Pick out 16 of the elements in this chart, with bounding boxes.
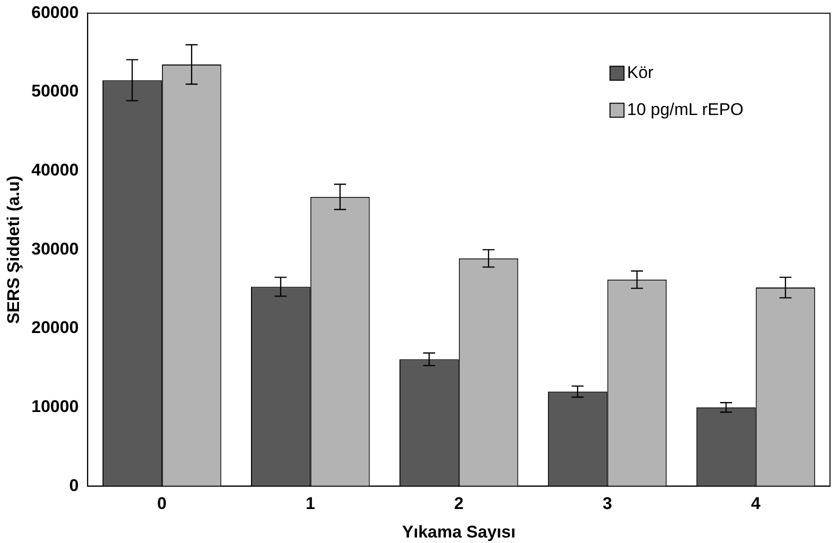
y-tick-label: 50000 [31,82,79,101]
y-tick-label: 20000 [31,318,79,338]
y-tick-label: 40000 [31,160,79,180]
x-axis-title: Yıkama Sayısı [402,522,516,542]
legend-label: Kör [627,62,654,82]
x-tick-label: 4 [751,494,762,514]
y-tick-label: 60000 [31,2,79,22]
x-tick-label: 0 [157,494,167,514]
y-axis-title: SERS Şiddeti (a.u) [4,176,23,324]
legend-label: 10 pg/mL rEPO [627,100,744,119]
y-tick-label: 30000 [31,239,79,258]
x-tick-label: 3 [602,494,612,514]
y-tick-label: 0 [69,476,79,495]
y-tick-label: 10000 [31,397,79,416]
x-tick-label: 2 [454,494,464,514]
x-tick-label: 1 [306,494,316,514]
